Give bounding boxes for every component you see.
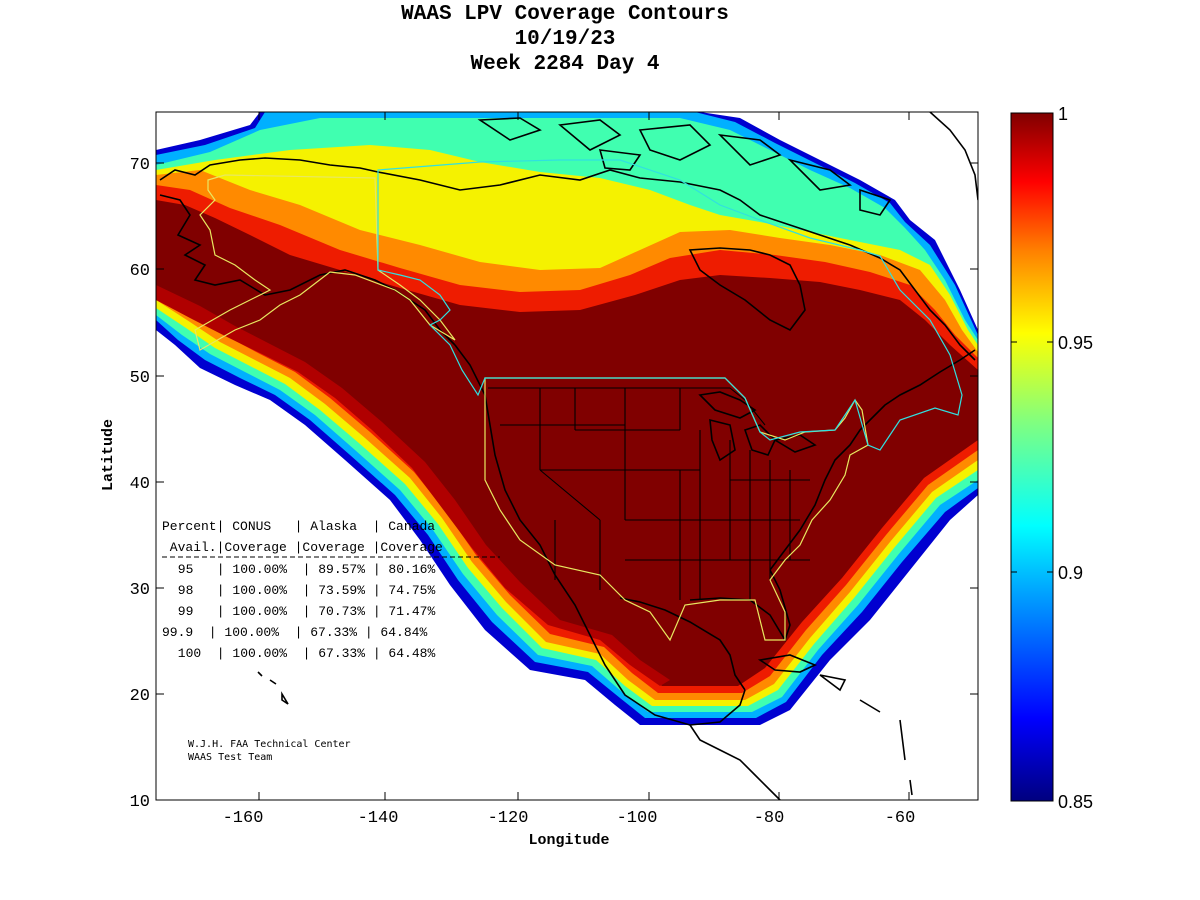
y-tick-label: 20 bbox=[130, 687, 150, 706]
y-tick-label: 40 bbox=[130, 475, 150, 494]
y-tick-label: 30 bbox=[130, 581, 150, 600]
x-tick-labels: -160 -140 -120 -100 -80 -60 bbox=[223, 809, 916, 828]
coastlines bbox=[159, 112, 978, 800]
arctic-islands bbox=[477, 117, 892, 216]
x-axis-label: Longitude bbox=[528, 832, 609, 849]
credit-line-2: WAAS Test Team bbox=[188, 752, 272, 763]
y-tick-labels: 70 60 50 40 30 20 10 bbox=[130, 156, 150, 812]
table-row: 100 | 100.00% | 67.33% | 64.48% bbox=[170, 646, 435, 661]
x-tick-label: -100 bbox=[617, 809, 658, 828]
hawaii bbox=[257, 671, 289, 705]
x-tick-label: -60 bbox=[885, 809, 916, 828]
caribbean-islands bbox=[757, 654, 913, 796]
x-tick-label: -160 bbox=[223, 809, 264, 828]
y-tick-label: 10 bbox=[130, 793, 150, 812]
alaska-outline bbox=[194, 174, 456, 351]
y-tick-label: 70 bbox=[130, 156, 150, 175]
table-header-1: Percent| CONUS | Alaska | Canada bbox=[162, 519, 435, 534]
title-line-3: Week 2284 Day 4 bbox=[470, 53, 660, 76]
labrador-coast bbox=[849, 244, 976, 361]
east-coast bbox=[769, 349, 976, 571]
table-row: 95 | 100.00% | 89.57% | 80.16% bbox=[170, 562, 435, 577]
credit-line-1: W.J.H. FAA Technical Center bbox=[188, 739, 351, 750]
x-tick-label: -80 bbox=[754, 809, 785, 828]
title-line-2: 10/19/23 bbox=[514, 28, 616, 51]
canada-us-border bbox=[488, 387, 766, 426]
region-outlines bbox=[194, 159, 963, 642]
colorbar-tick-label: 0.9 bbox=[1058, 563, 1083, 583]
state-boundaries bbox=[488, 387, 810, 600]
colorbar-tick-label: 0.85 bbox=[1058, 792, 1093, 812]
coverage-table: Percent| CONUS | Alaska | Canada Avail.|… bbox=[162, 519, 500, 661]
canada-north-coast bbox=[377, 169, 851, 246]
y-tick-label: 50 bbox=[130, 369, 150, 388]
colorbar-labels: 1 0.95 0.9 0.85 bbox=[1058, 104, 1093, 812]
table-row: 98 | 100.00% | 73.59% | 74.75% bbox=[170, 583, 435, 598]
greenland-coast bbox=[929, 112, 978, 201]
colorbar-ticks bbox=[1011, 341, 1053, 573]
colorbar-tick-label: 0.95 bbox=[1058, 333, 1093, 353]
colorbar bbox=[1010, 112, 1054, 802]
colorbar-tick-label: 1 bbox=[1058, 104, 1068, 124]
y-axis-label: Latitude bbox=[100, 419, 117, 491]
contour-099-edge bbox=[156, 285, 670, 686]
west-coast bbox=[454, 344, 746, 726]
y-tick-label: 60 bbox=[130, 262, 150, 281]
plot-frame bbox=[155, 111, 979, 801]
table-row: 99 | 100.00% | 70.73% | 71.47% bbox=[170, 604, 435, 619]
mexico-central-america bbox=[689, 724, 781, 800]
canada-outline bbox=[377, 159, 963, 451]
plot-title: WAAS LPV Coverage Contours 10/19/23 Week… bbox=[0, 2, 1130, 77]
table-row: 99.9 | 100.00% | 67.33% | 64.84% bbox=[162, 625, 427, 640]
x-tick-label: -120 bbox=[488, 809, 529, 828]
table-header-2: Avail.|Coverage |Coverage |Coverage bbox=[162, 540, 443, 555]
axis-ticks bbox=[156, 112, 978, 800]
hudson-bay bbox=[688, 247, 806, 332]
x-tick-label: -140 bbox=[358, 809, 399, 828]
state-lines bbox=[500, 388, 810, 600]
title-line-1: WAAS LPV Coverage Contours bbox=[401, 3, 729, 26]
great-lakes bbox=[698, 391, 817, 462]
gulf-coast bbox=[619, 569, 791, 691]
